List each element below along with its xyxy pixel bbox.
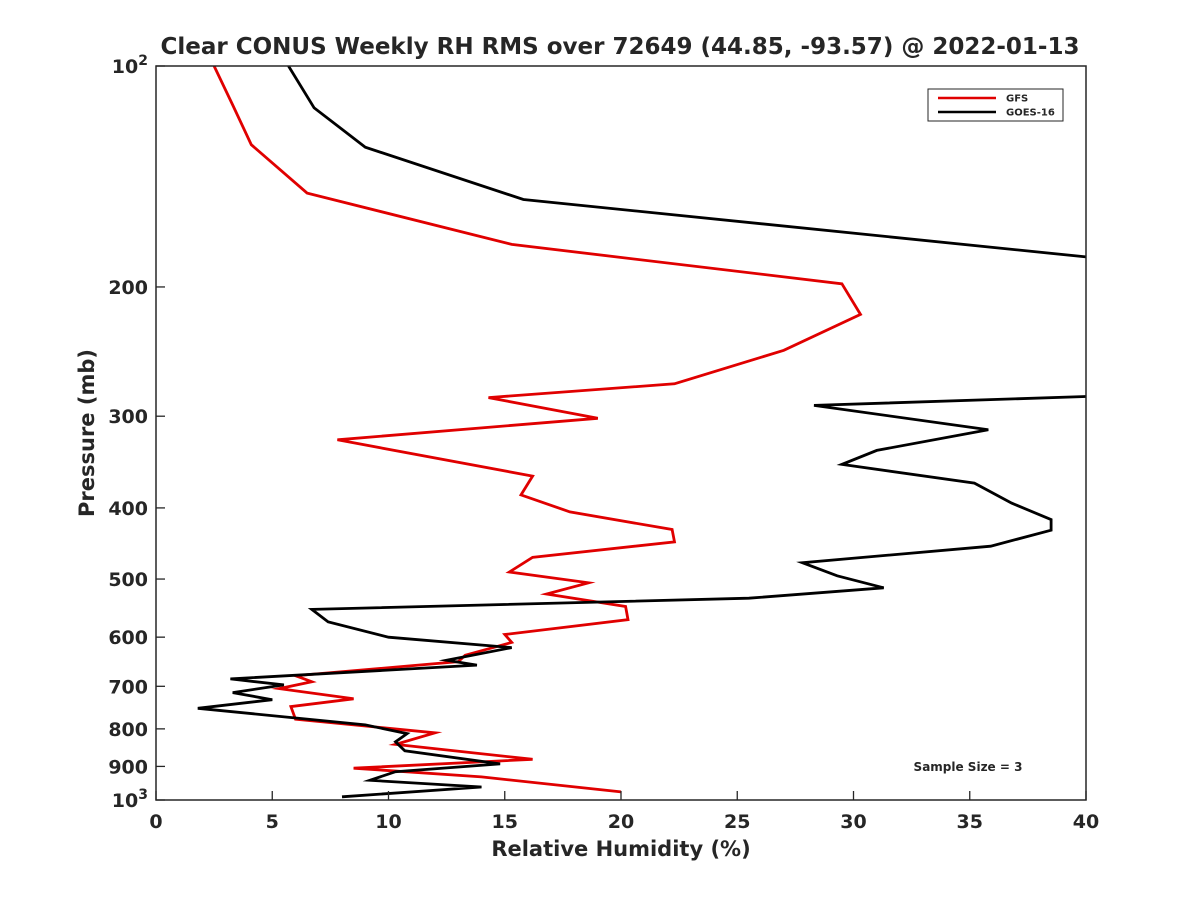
y-tick-label: 103 [112,787,148,812]
x-tick-label: 40 [1073,811,1099,833]
y-tick-label: 700 [108,676,148,698]
sample-size-annotation: Sample Size = 3 [914,760,1023,774]
y-tick-label: 102 [112,53,148,78]
y-tick-label: 900 [108,756,148,778]
x-tick-label: 25 [724,811,750,833]
x-axis-label: Relative Humidity (%) [491,837,750,861]
legend-label: GFS [1006,94,1028,105]
x-tick-label: 15 [492,811,518,833]
y-axis-label: Pressure (mb) [75,349,99,517]
x-tick-label: 30 [840,811,866,833]
series-line-gfs [212,66,863,794]
y-axis: 102 200 300 400 500 600 700 800 900 103 [108,53,165,812]
x-tick-label: 20 [608,811,634,833]
chart-title: Clear CONUS Weekly RH RMS over 72649 (44… [161,34,1080,60]
series-layer [197,66,1086,799]
legend-label: GOES-16 [1006,108,1055,119]
y-tick-label: 500 [108,569,148,591]
x-tick-label: 5 [266,811,279,833]
series-line-goes-16 [197,66,1086,799]
legend-box [927,88,1064,122]
y-tick-label: 300 [108,406,148,428]
y-tick-label: 400 [108,498,148,520]
y-tick-label: 600 [108,627,148,649]
x-axis: 0 5 10 15 20 25 30 35 40 [149,791,1099,833]
y-tick-label: 200 [108,277,148,299]
legend: GFS GOES-16 [927,88,1064,122]
y-tick-label: 800 [108,719,148,741]
x-tick-label: 0 [149,811,162,833]
x-tick-label: 10 [375,811,401,833]
x-tick-label: 35 [957,811,983,833]
